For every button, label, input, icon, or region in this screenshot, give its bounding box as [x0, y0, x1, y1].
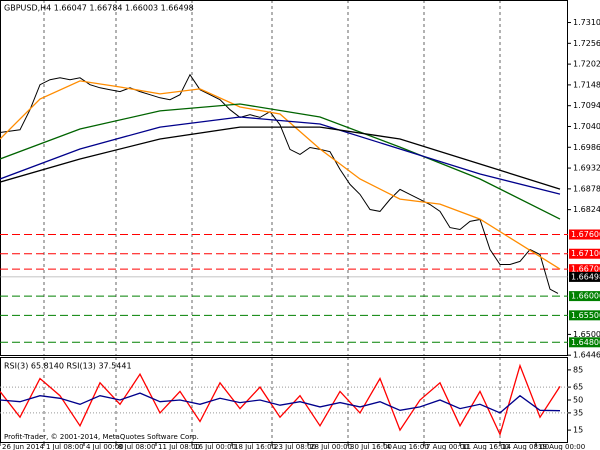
y-tick-label: 1.69865 — [573, 143, 600, 152]
y-tick-label: 1.68785 — [573, 184, 600, 193]
level-tag — [569, 337, 600, 348]
x-tick-label: 18 Jul 16:00 — [234, 443, 276, 450]
current-price-tag — [569, 271, 600, 282]
level-tag — [569, 264, 600, 275]
y-tick-label: 85 — [573, 365, 583, 374]
level-tag — [569, 291, 600, 302]
x-tick-label: 19 Aug 00:00 — [538, 443, 585, 450]
y-tick-label: 1.64465 — [573, 351, 600, 360]
x-tick-label: 11 Jul 08:00 — [158, 443, 200, 450]
y-tick-label: 15 — [573, 426, 583, 435]
x-tick-label: 1 Jul 08:00 — [46, 443, 84, 450]
y-tick-label: 1.72025 — [573, 60, 600, 69]
level-label: 1.66000 — [571, 292, 600, 301]
y-tick-label: 35 — [573, 408, 583, 417]
main-frame — [0, 0, 568, 356]
level-label: 1.64800 — [571, 338, 600, 347]
x-tick-label: 30 Jul 16:00 — [350, 443, 392, 450]
x-tick-label: 28 Jul 00:00 — [310, 443, 352, 450]
y-tick-label: 1.70405 — [573, 122, 600, 131]
rsi-title: RSI(3) 65.8140 RSI(13) 37.5441 — [4, 362, 132, 371]
y-tick-label: 1.65005 — [573, 330, 600, 339]
level-tag — [569, 310, 600, 321]
chart-title: GBPUSD,H4 1.66047 1.66784 1.66003 1.6649… — [4, 4, 194, 13]
series-line — [0, 392, 561, 414]
copyright: Profit-Trader, © 2001-2014, MetaQuotes S… — [4, 433, 199, 441]
current-price-label: 1.66498 — [571, 272, 600, 281]
x-tick-label: 26 Jun 2014 — [2, 443, 45, 450]
y-tick-label: 50 — [573, 396, 583, 405]
series-line — [0, 73, 559, 294]
x-tick-label: 16 Jul 00:00 — [194, 443, 236, 450]
y-tick-label: 65 — [573, 383, 583, 392]
y-tick-label: 1.73105 — [573, 18, 600, 27]
x-tick-label: 4 Jul 00:00 — [86, 443, 124, 450]
y-tick-label: 1.69325 — [573, 164, 600, 173]
y-tick-label: 1.68245 — [573, 205, 600, 214]
series-line — [0, 363, 561, 437]
series-line — [0, 126, 561, 190]
y-tick-label: 1.72565 — [573, 39, 600, 48]
x-tick-label: 14 Aug 08:00 — [502, 443, 549, 450]
x-tick-label: 11 Aug 16:00 — [462, 443, 509, 450]
level-label: 1.66700 — [571, 265, 600, 274]
series-line — [0, 116, 561, 195]
series-line — [0, 103, 561, 220]
y-tick-label: 1.71485 — [573, 80, 600, 89]
level-label: 1.65500 — [571, 311, 600, 320]
level-label: 1.67600 — [571, 230, 600, 239]
level-tag — [569, 248, 600, 259]
level-label: 1.67100 — [571, 249, 600, 258]
x-tick-label: 4 Aug 16:00 — [386, 443, 429, 450]
series-line — [0, 80, 561, 270]
x-tick-label: 8 Jul 08:00 — [118, 443, 156, 450]
x-tick-label: 23 Jul 08:00 — [274, 443, 316, 450]
x-tick-label: 7 Aug 00:00 — [426, 443, 469, 450]
y-tick-label: 1.70945 — [573, 101, 600, 110]
level-tag — [569, 229, 600, 240]
